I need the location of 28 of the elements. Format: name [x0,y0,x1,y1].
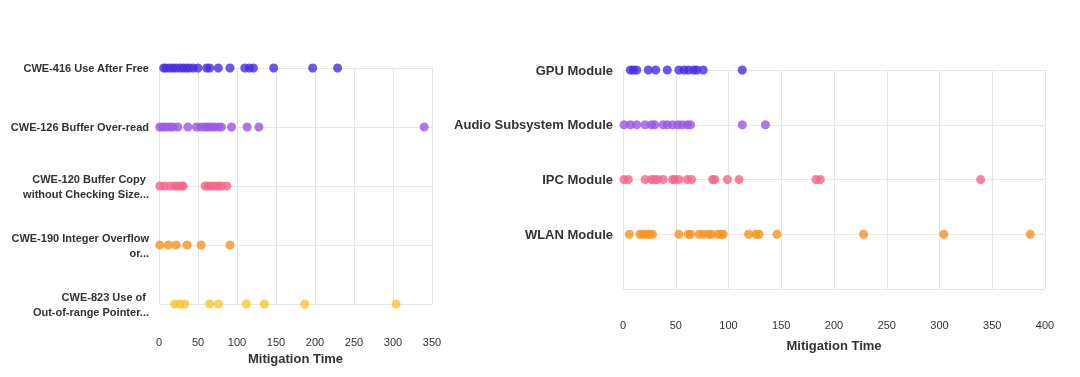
y-tick-label: GPU Module [535,62,613,78]
x-tick-label: 50 [191,335,205,348]
x-tick-label: 250 [877,318,896,331]
x-tick-label: 100 [227,335,247,348]
x-tick-label: 200 [824,318,844,331]
y-tick-label: CWE-126 Buffer Over-read [10,121,149,133]
x-tick-label: 150 [772,318,791,331]
x-tick-label: 400 [1035,318,1055,331]
y-tick-label: CWE-120 Buffer Copy without Checking Size... [22,172,149,200]
x-tick-label: 50 [669,318,682,331]
x-axis-title: Mitigation Time [247,350,344,366]
x-tick-label: 300 [383,335,403,348]
x-axis-title: Mitigation Time [786,338,882,353]
x-tick-label: 350 [422,335,442,348]
x-tick-label: 200 [305,335,325,348]
y-tick-label: CWE-823 Use of Out-of-range Pointer... [32,290,149,318]
x-tick-label: 0 [619,318,627,331]
x-tick-label: 150 [266,335,286,348]
x-tick-label: 300 [930,318,949,331]
y-tick-label: CWE-416 Use After Free [23,62,149,74]
y-tick-label: WLAN Module [524,226,613,242]
x-tick-label: 250 [344,335,364,348]
y-tick-label: CWE-190 Integer Overflow or... [11,231,150,259]
y-tick-label: IPC Module [542,172,613,187]
x-tick-label: 100 [719,318,738,331]
y-tick-label: Audio Subsystem Module [454,117,613,133]
x-tick-label: 0 [155,335,163,348]
x-tick-label: 350 [983,318,1002,331]
